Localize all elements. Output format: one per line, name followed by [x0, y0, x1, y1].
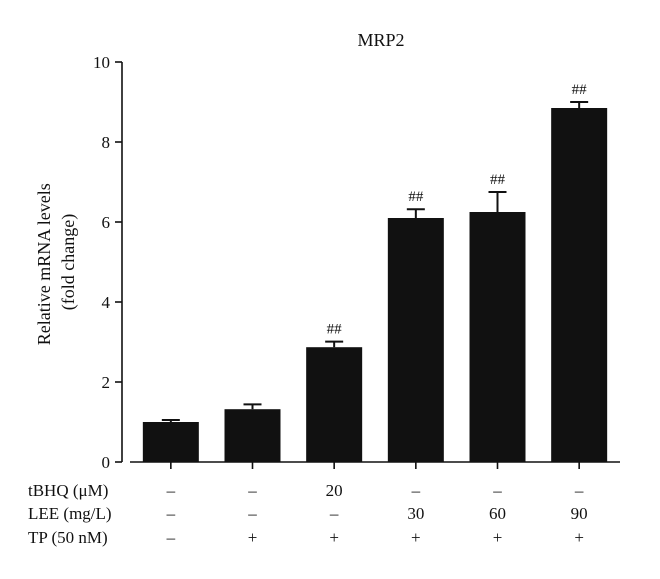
y-tick-label: 6 — [102, 213, 111, 232]
treatment-cell: – — [247, 481, 257, 500]
x-axis — [130, 461, 620, 469]
treatment-cell: – — [166, 481, 176, 500]
treatment-cell: 60 — [489, 504, 506, 523]
significance-label: ## — [408, 189, 424, 205]
y-tick-label: 4 — [102, 293, 111, 312]
bar — [551, 108, 608, 462]
treatment-cell: – — [166, 504, 176, 523]
y-tick-label: 2 — [102, 373, 111, 392]
y-axis-label-line-1: Relative mRNA levels — [34, 183, 54, 345]
treatment-row-label: TP (50 nM) — [28, 528, 108, 547]
treatment-cell: 30 — [407, 504, 424, 523]
significance-label: ## — [490, 172, 506, 188]
treatment-cell: – — [329, 504, 339, 523]
treatment-cell: + — [248, 528, 258, 547]
treatment-cell: + — [493, 528, 503, 547]
bars: ## ## ## ## — [142, 82, 608, 462]
treatment-row-label: LEE (mg/L) — [28, 504, 112, 523]
y-axis-label-line-2: (fold change) — [58, 214, 79, 310]
treatment-cell: + — [574, 528, 584, 547]
treatment-row-label: tBHQ (μM) — [28, 481, 108, 500]
treatment-cell: – — [574, 481, 584, 500]
chart-title: MRP2 — [357, 30, 404, 50]
treatment-cell: – — [411, 481, 421, 500]
y-tick-label: 0 — [102, 453, 111, 472]
treatment-cell: 20 — [326, 481, 343, 500]
treatment-table: tBHQ (μM) – – 20 – – – LEE (mg/L) – – – 30 60 90 TP (5… — [28, 481, 588, 547]
significance-label: ## — [572, 82, 588, 98]
treatment-cell: + — [329, 528, 339, 547]
significance-label: ## — [327, 322, 343, 338]
treatment-cell: + — [411, 528, 421, 547]
y-tick-label: 8 — [102, 133, 111, 152]
treatment-cell: 90 — [571, 504, 588, 523]
y-tick-label: 10 — [93, 53, 110, 72]
bar — [224, 409, 281, 462]
treatment-cell: – — [492, 481, 502, 500]
bar — [387, 218, 444, 462]
bar — [469, 212, 526, 462]
y-axis: 0 2 4 6 8 10 — [93, 53, 123, 472]
treatment-cell: – — [166, 528, 176, 547]
y-axis-label: Relative mRNA levels (fold change) — [34, 179, 79, 345]
bar — [142, 422, 199, 462]
treatment-cell: – — [247, 504, 257, 523]
bar — [306, 347, 363, 462]
